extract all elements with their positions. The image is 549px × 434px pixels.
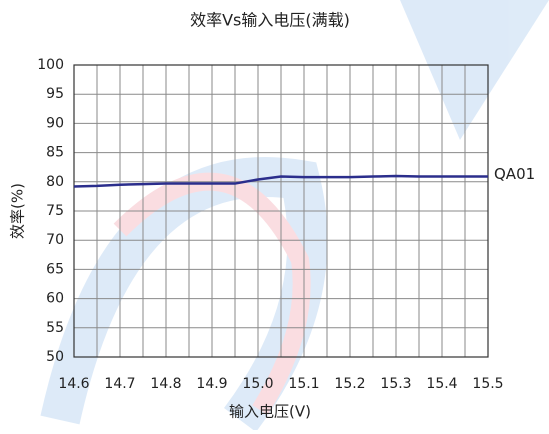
y-tick-label: 85: [46, 145, 64, 161]
y-tick-label: 95: [46, 86, 64, 102]
series-label: QA01: [494, 165, 535, 183]
series-line: [73, 174, 488, 188]
y-tick-label: 70: [46, 232, 64, 248]
y-tick-label: 100: [37, 57, 64, 73]
x-tick-label: 14.8: [150, 376, 181, 392]
x-tick-label: 15.3: [380, 376, 411, 392]
x-tick-label: 14.7: [104, 376, 135, 392]
y-tick-label: 65: [46, 261, 64, 277]
chart-title: 效率Vs输入电压(满载): [190, 11, 350, 30]
x-tick-label: 14.6: [58, 376, 89, 392]
y-tick-label: 55: [46, 320, 64, 336]
x-tick-label: 15.4: [426, 376, 457, 392]
plot-border: [73, 64, 489, 358]
y-tick-label: 50: [46, 349, 64, 365]
x-tick-label: 15.2: [334, 376, 365, 392]
x-tick-label: 15.0: [242, 376, 273, 392]
x-tick-label: 14.9: [196, 376, 227, 392]
x-tick-label: 15.1: [288, 376, 319, 392]
x-axis-title: 输入电压(V): [229, 403, 311, 421]
y-tick-label: 75: [46, 203, 64, 219]
y-tick-label: 80: [46, 174, 64, 190]
y-tick-label: 60: [46, 291, 64, 307]
x-tick-label: 15.5: [472, 376, 503, 392]
y-axis-title: 效率(%): [9, 183, 27, 239]
y-tick-label: 90: [46, 115, 64, 131]
